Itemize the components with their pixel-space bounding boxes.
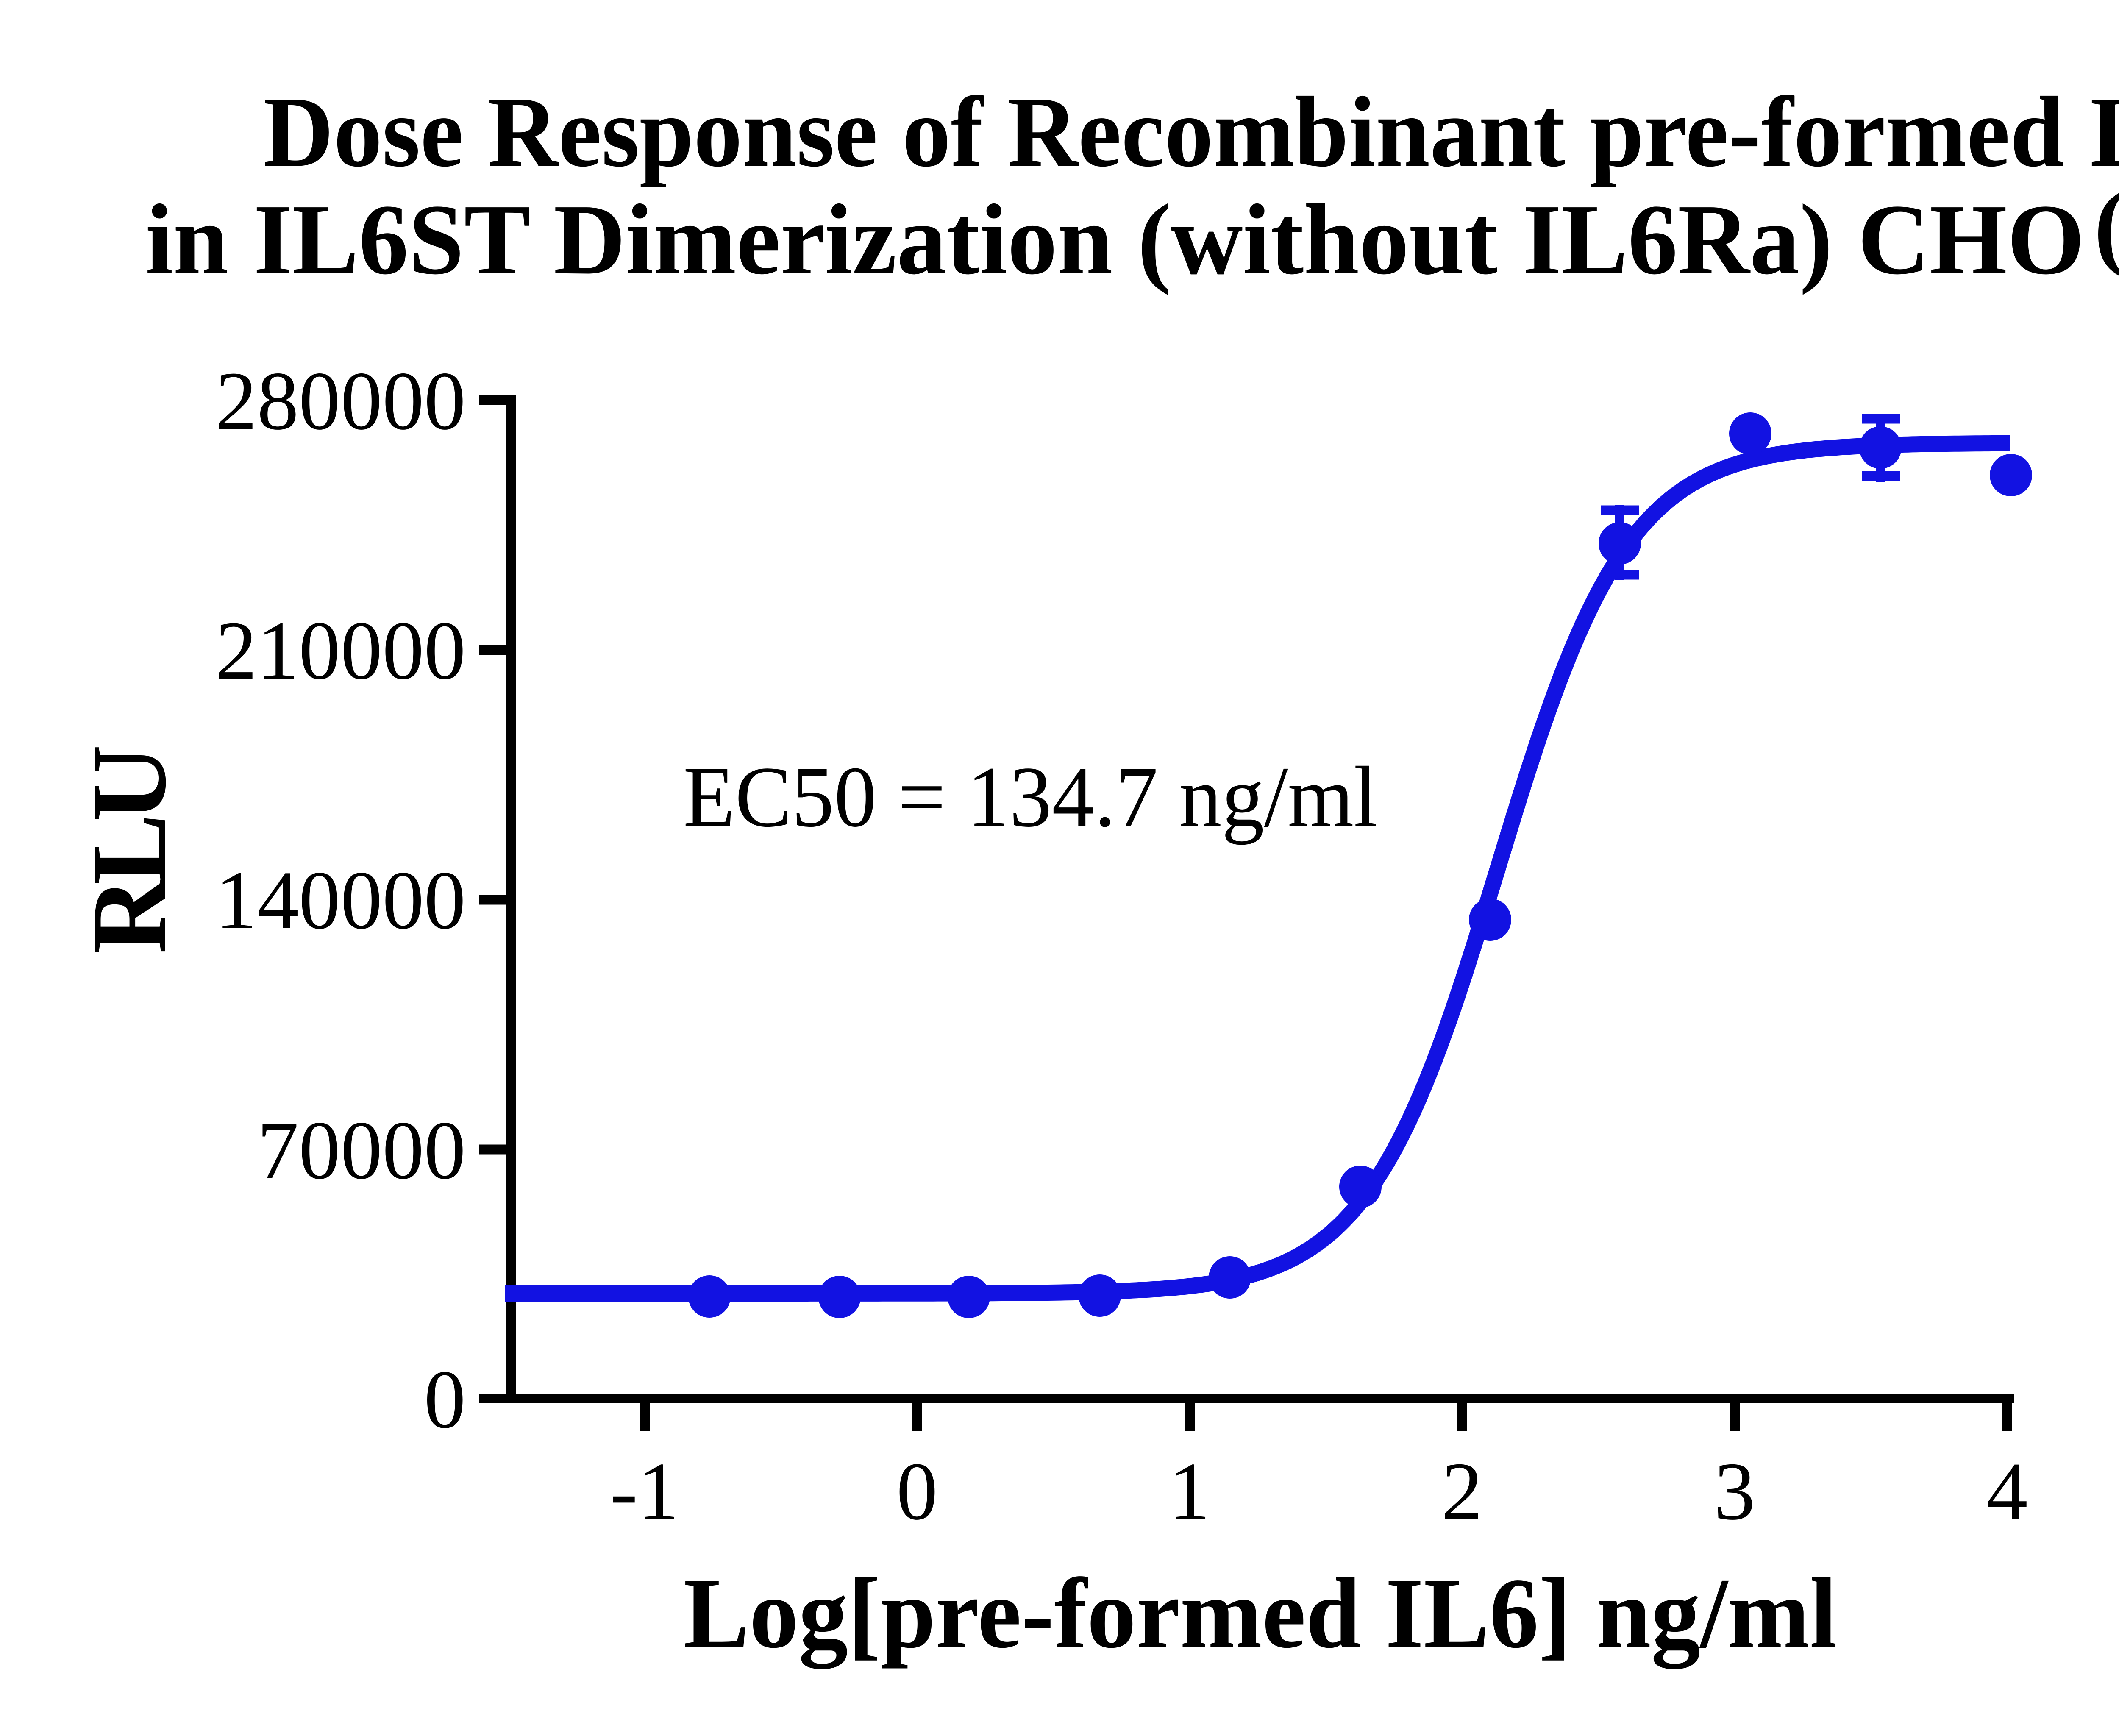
svg-text:-1: -1 (610, 1446, 679, 1537)
svg-text:4: 4 (1986, 1446, 2028, 1537)
svg-text:0: 0 (896, 1446, 938, 1537)
svg-text:210000: 210000 (215, 604, 466, 697)
svg-text:2: 2 (1441, 1446, 1483, 1537)
svg-text:3: 3 (1714, 1446, 1755, 1537)
svg-text:Dose Response of Recombinant p: Dose Response of Recombinant pre-formed … (263, 76, 2119, 188)
svg-text:in IL6ST Dimerization (without: in IL6ST Dimerization (without IL6Ra) CH… (145, 184, 2085, 295)
svg-text:Log[pre-formed IL6] ng/ml: Log[pre-formed IL6] ng/ml (684, 1558, 1837, 1669)
svg-text:0: 0 (424, 1353, 466, 1446)
svg-text:EC50 = 134.7 ng/ml: EC50 = 134.7 ng/ml (683, 749, 1377, 845)
svg-text:70000: 70000 (257, 1104, 466, 1196)
svg-text:1: 1 (1169, 1446, 1210, 1537)
svg-text:140000: 140000 (215, 854, 466, 946)
svg-text:RLU: RLU (70, 745, 188, 954)
svg-text:280000: 280000 (215, 354, 466, 447)
svg-text:(: ( (2094, 172, 2119, 279)
